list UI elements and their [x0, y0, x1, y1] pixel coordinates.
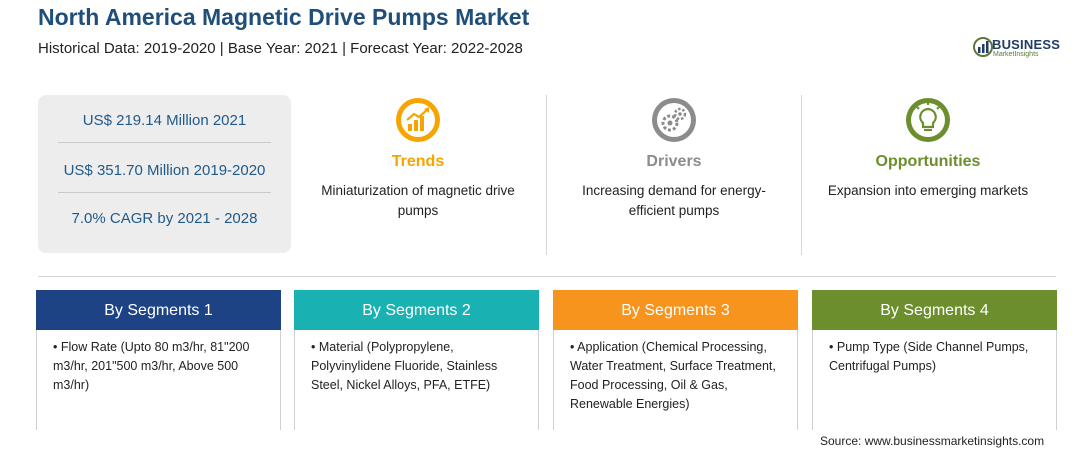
column-divider	[801, 95, 802, 255]
bullet-icon: •	[53, 340, 61, 354]
gears-icon	[652, 98, 696, 142]
logo-tagline: MarketInsights	[993, 51, 1039, 58]
segment-text: Application (Chemical Processing, Water …	[570, 340, 776, 411]
stat-market-size-historical: US$ 351.70 Million 2019-2020	[63, 162, 266, 179]
segment-body: • Pump Type (Side Channel Pumps, Centrif…	[812, 330, 1057, 430]
segment-title: By Segments 3	[553, 290, 798, 330]
market-stats-panel: US$ 219.14 Million 2021 US$ 351.70 Milli…	[38, 95, 291, 253]
stat-market-size-2021: US$ 219.14 Million 2021	[82, 112, 247, 129]
drivers-text: Increasing demand for energy-efficient p…	[582, 183, 766, 218]
segment-text: Material (Polypropylene, Polyvinylidene …	[311, 340, 498, 392]
segment-body: • Flow Rate (Upto 80 m3/hr, 81"200 m3/hr…	[36, 330, 281, 430]
section-divider	[38, 276, 1056, 277]
bullet-icon: •	[311, 340, 319, 354]
globe-logo-icon	[973, 37, 993, 57]
page-subtitle: Historical Data: 2019-2020 | Base Year: …	[38, 40, 523, 57]
segment-title: By Segments 4	[812, 290, 1057, 330]
segment-card-1: By Segments 1 • Flow Rate (Upto 80 m3/hr…	[36, 290, 281, 430]
stat-cagr: 7.0% CAGR by 2021 - 2028	[71, 210, 258, 227]
stat-divider	[58, 142, 271, 143]
source-citation: Source: www.businessmarketinsights.com	[820, 434, 1045, 448]
segment-body: • Material (Polypropylene, Polyvinyliden…	[294, 330, 539, 430]
brand-logo[interactable]: BUSINESS MarketInsights	[972, 36, 1062, 62]
bullet-icon: •	[570, 340, 578, 354]
opportunities-column: Opportunities Expansion into emerging ma…	[808, 96, 1048, 201]
segment-title: By Segments 1	[36, 290, 281, 330]
trends-text: Miniaturization of magnetic drive pumps	[321, 183, 515, 218]
segment-title: By Segments 2	[294, 290, 539, 330]
stat-divider	[58, 192, 271, 193]
segment-text: Flow Rate (Upto 80 m3/hr, 81"200 m3/hr, …	[53, 340, 250, 392]
column-divider	[546, 95, 547, 255]
page-title: North America Magnetic Drive Pumps Marke…	[38, 4, 530, 30]
drivers-heading: Drivers	[646, 153, 702, 170]
segment-card-4: By Segments 4 • Pump Type (Side Channel …	[812, 290, 1057, 430]
growth-chart-icon	[396, 98, 440, 142]
segment-card-2: By Segments 2 • Material (Polypropylene,…	[294, 290, 539, 430]
trends-heading: Trends	[391, 153, 445, 170]
logo-name: BUSINESS	[992, 37, 1061, 52]
drivers-column: Drivers Increasing demand for energy-eff…	[554, 96, 794, 221]
trends-column: Trends Miniaturization of magnetic drive…	[298, 96, 538, 221]
opportunities-text: Expansion into emerging markets	[827, 183, 1029, 198]
opportunities-heading: Opportunities	[875, 153, 981, 170]
segment-text: Pump Type (Side Channel Pumps, Centrifug…	[829, 340, 1029, 373]
segment-card-3: By Segments 3 • Application (Chemical Pr…	[553, 290, 798, 430]
segment-body: • Application (Chemical Processing, Wate…	[553, 330, 798, 430]
lightbulb-icon	[906, 98, 950, 142]
bullet-icon: •	[829, 340, 837, 354]
